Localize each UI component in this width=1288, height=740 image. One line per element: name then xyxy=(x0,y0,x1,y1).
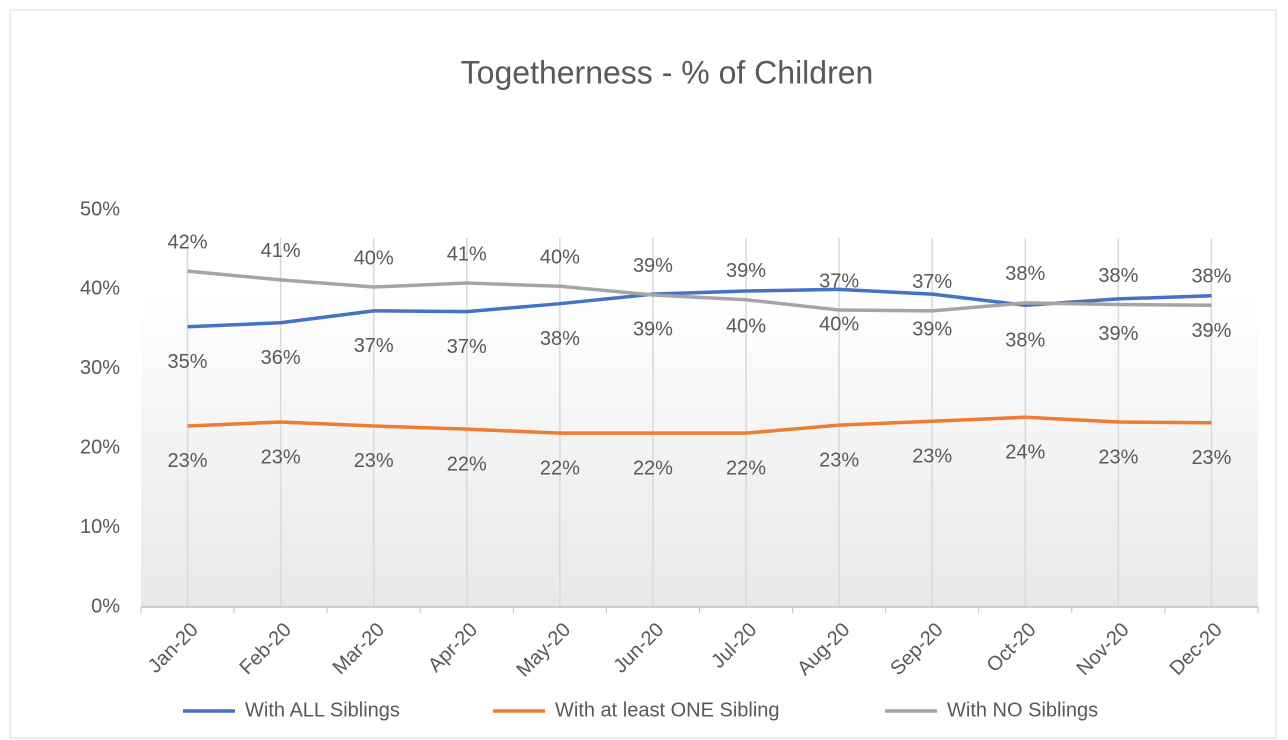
data-label: 41% xyxy=(261,240,301,262)
y-tick-label: 40% xyxy=(80,278,120,300)
data-label: 37% xyxy=(447,336,487,358)
data-label: 38% xyxy=(1098,265,1138,287)
data-label: 40% xyxy=(354,247,394,269)
data-label: 23% xyxy=(168,450,208,472)
series-line xyxy=(187,269,1212,313)
data-label: 24% xyxy=(1005,442,1045,464)
data-label: 37% xyxy=(819,270,859,292)
data-label: 23% xyxy=(912,445,952,467)
data-label: 22% xyxy=(447,453,487,475)
series-line xyxy=(187,415,1212,435)
data-label: 23% xyxy=(1098,446,1138,468)
data-label: 38% xyxy=(1005,263,1045,285)
data-label: 39% xyxy=(1098,323,1138,345)
data-label: 40% xyxy=(540,247,580,269)
data-label: 38% xyxy=(1191,266,1231,288)
data-label: 39% xyxy=(912,318,952,340)
y-tick-label: 50% xyxy=(80,198,120,220)
data-label: 37% xyxy=(354,335,394,357)
data-label: 38% xyxy=(540,328,580,350)
data-label: 38% xyxy=(1005,330,1045,352)
data-label: 40% xyxy=(819,314,859,336)
data-label: 23% xyxy=(1191,447,1231,469)
data-label: 40% xyxy=(726,315,766,337)
chart-title: Togetherness - % of Children xyxy=(461,54,874,90)
data-label: 23% xyxy=(354,450,394,472)
data-label: 23% xyxy=(261,446,301,468)
data-label: 39% xyxy=(633,255,673,277)
data-label: 41% xyxy=(447,243,487,265)
y-tick-label: 0% xyxy=(91,595,120,617)
data-label: 39% xyxy=(633,318,673,340)
plot-background xyxy=(141,290,1258,607)
y-tick-label: 30% xyxy=(80,357,120,379)
y-tick-label: 20% xyxy=(80,436,120,458)
legend-label: With NO Siblings xyxy=(947,699,1098,721)
legend-label: With at least ONE Sibling xyxy=(555,699,780,721)
data-label: 23% xyxy=(819,449,859,471)
data-label: 22% xyxy=(540,457,580,479)
data-label: 39% xyxy=(1191,320,1231,342)
data-label: 37% xyxy=(912,271,952,293)
data-label: 22% xyxy=(633,457,673,479)
data-label: 22% xyxy=(726,457,766,479)
data-label: 36% xyxy=(261,347,301,369)
data-label: 42% xyxy=(168,231,208,253)
y-tick-label: 10% xyxy=(80,516,120,538)
legend-label: With ALL Siblings xyxy=(245,699,400,721)
data-label: 35% xyxy=(168,351,208,373)
data-label: 39% xyxy=(726,260,766,282)
